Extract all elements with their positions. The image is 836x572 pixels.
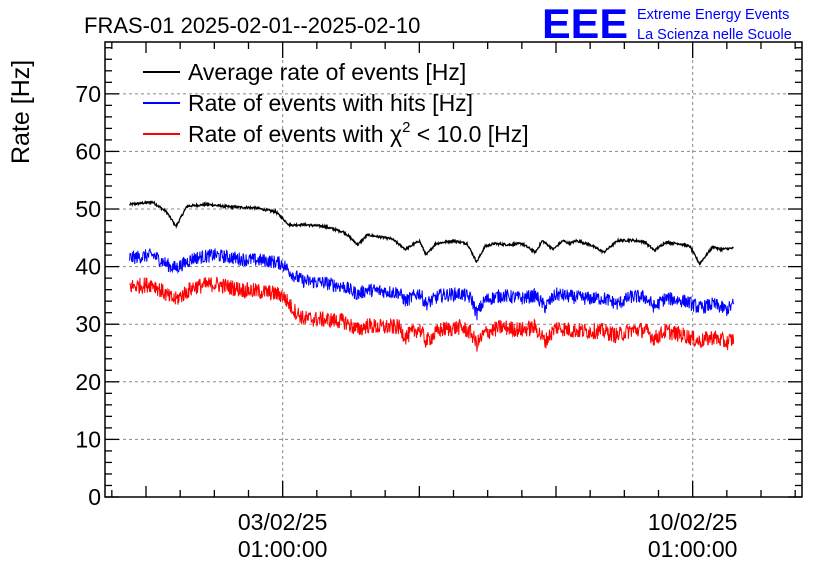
- series-group: [129, 199, 735, 352]
- y-tick-label: 60: [75, 138, 101, 164]
- eee-logo: EEE Extreme Energy Events La Scienza nel…: [542, 0, 792, 47]
- eee-logo-mark: EEE: [542, 0, 628, 47]
- x-tick-label-time: 01:00:00: [238, 536, 328, 562]
- y-tick-label: 40: [75, 254, 101, 280]
- y-tick-label: 0: [88, 484, 101, 510]
- y-tick-label: 50: [75, 196, 101, 222]
- series-line-2: [129, 248, 735, 321]
- legend: Average rate of events [Hz] Rate of event…: [143, 59, 529, 147]
- y-tick-label: 20: [75, 369, 101, 395]
- x-tick-label-time: 01:00:00: [648, 536, 738, 562]
- legend-label-1: Average rate of events [Hz]: [188, 59, 466, 85]
- series-line-3: [129, 276, 735, 352]
- grid: [105, 42, 802, 497]
- x-tick-label-date: 10/02/25: [648, 509, 738, 535]
- chart-title: FRAS-01 2025-02-01--2025-02-10: [84, 13, 420, 38]
- series-line-1: [129, 199, 734, 266]
- legend-label-3: Rate of events with χ2 < 10.0 [Hz]: [188, 119, 529, 147]
- axes: 01020304050607003/02/2501:00:0010/02/250…: [75, 41, 803, 562]
- eee-logo-line2: La Scienza nelle Scuole: [637, 27, 792, 43]
- eee-logo-line1: Extreme Energy Events: [637, 7, 789, 23]
- y-axis-label: Rate [Hz]: [7, 60, 35, 164]
- y-tick-label: 70: [75, 81, 101, 107]
- y-tick-label: 30: [75, 311, 101, 337]
- legend-label-2: Rate of events with hits [Hz]: [188, 90, 473, 116]
- x-tick-label-date: 03/02/25: [238, 509, 328, 535]
- y-tick-label: 10: [75, 426, 101, 452]
